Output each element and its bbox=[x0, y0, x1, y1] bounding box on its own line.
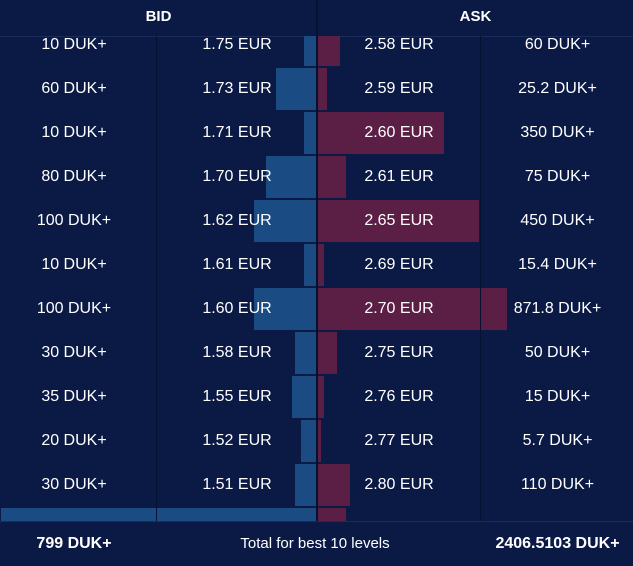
bid-depth-bar bbox=[295, 464, 317, 506]
ask-depth-bar bbox=[318, 508, 346, 521]
ask-depth-bar bbox=[318, 36, 340, 66]
bid-depth-bar bbox=[276, 68, 317, 110]
ask-amount: 871.8 DUK+ bbox=[513, 300, 602, 317]
totals-label: Total for best 10 levels bbox=[240, 535, 390, 552]
bid-amount: 20 DUK+ bbox=[41, 432, 107, 449]
ask-amount: 60 DUK+ bbox=[524, 36, 591, 53]
bid-price: 1.55 EUR bbox=[202, 388, 272, 405]
bid-price: 1.70 EUR bbox=[202, 168, 272, 185]
bid-depth-bar bbox=[292, 376, 317, 418]
column-divider bbox=[480, 36, 481, 521]
bid-price: 1.51 EUR bbox=[202, 476, 272, 493]
order-book-header: BID ASK bbox=[0, 0, 633, 37]
order-book-row[interactable]: 100 DUK+ 1.60 EUR 2.70 EUR 871.8 DUK+ bbox=[0, 287, 633, 331]
ask-price: 2.76 EUR bbox=[364, 388, 434, 405]
ask-amount: 25.2 DUK+ bbox=[518, 80, 597, 97]
ask-depth-bar bbox=[318, 156, 346, 198]
ask-depth-bar bbox=[318, 244, 324, 286]
bid-price: 1.61 EUR bbox=[202, 256, 272, 273]
bid-total: 799 DUK+ bbox=[36, 535, 112, 552]
ask-depth-bar bbox=[318, 376, 324, 418]
bid-depth-bar bbox=[304, 244, 317, 286]
ask-amount bbox=[482, 507, 633, 521]
ask-price: 2.69 EUR bbox=[364, 256, 434, 273]
ask-amount: 350 DUK+ bbox=[520, 124, 595, 141]
ask-price: 2.70 EUR bbox=[364, 300, 434, 317]
bid-price: 1.58 EUR bbox=[202, 344, 272, 361]
ask-price: 2.80 EUR bbox=[364, 476, 434, 493]
ask-total: 2406.5103 DUK+ bbox=[495, 535, 620, 552]
header-divider bbox=[316, 0, 318, 36]
bid-amount: 80 DUK+ bbox=[41, 168, 107, 185]
column-divider bbox=[156, 36, 157, 521]
bid-depth-bar bbox=[254, 200, 317, 242]
bid-amount: 100 DUK+ bbox=[36, 300, 112, 317]
bid-price bbox=[158, 507, 316, 521]
bid-price: 1.73 EUR bbox=[202, 80, 272, 97]
ask-price: 2.75 EUR bbox=[364, 344, 434, 361]
bid-amount: 30 DUK+ bbox=[41, 476, 107, 493]
ask-depth-bar bbox=[318, 200, 479, 242]
ask-amount: 15 DUK+ bbox=[524, 388, 591, 405]
order-book-footer: 799 DUK+ Total for best 10 levels 2406.5… bbox=[0, 521, 633, 563]
bid-price: 1.60 EUR bbox=[202, 300, 272, 317]
order-book-row[interactable]: 10 DUK+ 1.75 EUR 2.58 EUR 60 DUK+ bbox=[0, 36, 633, 67]
ask-price: 2.59 EUR bbox=[364, 80, 434, 97]
ask-depth-bar bbox=[318, 420, 321, 462]
ask-amount: 450 DUK+ bbox=[520, 212, 595, 229]
bid-depth-bar bbox=[304, 36, 317, 66]
bid-depth-bar bbox=[266, 156, 317, 198]
ask-price: 2.61 EUR bbox=[364, 168, 434, 185]
ask-amount: 15.4 DUK+ bbox=[518, 256, 597, 273]
ask-price bbox=[318, 507, 480, 521]
bid-amount: 100 DUK+ bbox=[36, 212, 112, 229]
bid-depth-bar bbox=[301, 420, 317, 462]
ask-depth-bar bbox=[318, 332, 337, 374]
ask-depth-bar bbox=[318, 112, 444, 154]
bid-depth-bar bbox=[254, 288, 317, 330]
ask-depth-bar bbox=[318, 464, 350, 506]
order-book-row[interactable]: 35 DUK+ 1.55 EUR 2.76 EUR 15 DUK+ bbox=[0, 375, 633, 419]
order-book-row[interactable]: 10 DUK+ 1.61 EUR 2.69 EUR 15.4 DUK+ bbox=[0, 243, 633, 287]
ask-price: 2.77 EUR bbox=[364, 432, 434, 449]
ask-price: 2.65 EUR bbox=[364, 212, 434, 229]
bid-amount: 35 DUK+ bbox=[41, 388, 107, 405]
bid-header: BID bbox=[145, 8, 172, 25]
order-book-row[interactable]: 60 DUK+ 1.73 EUR 2.59 EUR 25.2 DUK+ bbox=[0, 67, 633, 111]
bid-price: 1.75 EUR bbox=[202, 36, 272, 53]
ask-price: 2.60 EUR bbox=[364, 124, 434, 141]
bid-price: 1.52 EUR bbox=[202, 432, 272, 449]
column-divider bbox=[316, 36, 318, 521]
ask-amount: 5.7 DUK+ bbox=[522, 432, 593, 449]
order-book-row[interactable]: 20 DUK+ 1.52 EUR 2.77 EUR 5.7 DUK+ bbox=[0, 419, 633, 463]
ask-depth-bar bbox=[318, 68, 327, 110]
bid-depth-bar bbox=[304, 112, 317, 154]
order-book-row[interactable]: 10 DUK+ 1.71 EUR 2.60 EUR 350 DUK+ bbox=[0, 111, 633, 155]
bid-depth-bar bbox=[295, 332, 317, 374]
ask-depth-bar bbox=[318, 288, 507, 330]
order-book-row[interactable] bbox=[0, 507, 633, 521]
order-book-row[interactable]: 30 DUK+ 1.58 EUR 2.75 EUR 50 DUK+ bbox=[0, 331, 633, 375]
bid-amount: 10 DUK+ bbox=[41, 256, 107, 273]
bid-amount: 60 DUK+ bbox=[41, 80, 107, 97]
ask-header: ASK bbox=[459, 8, 492, 25]
bid-depth-bar bbox=[1, 508, 317, 521]
bid-amount bbox=[0, 507, 148, 521]
bid-amount: 10 DUK+ bbox=[41, 36, 107, 53]
ask-amount: 110 DUK+ bbox=[520, 476, 595, 493]
order-book[interactable]: 10 DUK+ 1.75 EUR 2.58 EUR 60 DUK+ 60 DUK+ 1.7… bbox=[0, 36, 633, 521]
ask-amount: 75 DUK+ bbox=[524, 168, 591, 185]
order-book-row[interactable]: 80 DUK+ 1.70 EUR 2.61 EUR 75 DUK+ bbox=[0, 155, 633, 199]
bid-amount: 10 DUK+ bbox=[41, 124, 107, 141]
order-book-row[interactable]: 30 DUK+ 1.51 EUR 2.80 EUR 110 DUK+ bbox=[0, 463, 633, 507]
order-book-row[interactable]: 100 DUK+ 1.62 EUR 2.65 EUR 450 DUK+ bbox=[0, 199, 633, 243]
bid-amount: 30 DUK+ bbox=[41, 344, 107, 361]
bid-price: 1.71 EUR bbox=[202, 124, 272, 141]
ask-price: 2.58 EUR bbox=[364, 36, 434, 53]
bid-price: 1.62 EUR bbox=[202, 212, 272, 229]
ask-amount: 50 DUK+ bbox=[524, 344, 591, 361]
